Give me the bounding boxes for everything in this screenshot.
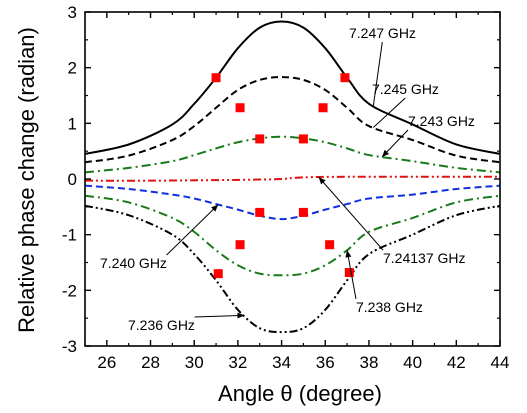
- plot-frame: [84, 11, 501, 347]
- x-tick-label: 38: [359, 353, 378, 372]
- x-tick-label: 42: [447, 353, 466, 372]
- annotation-label: 7.245 GHz: [372, 81, 439, 97]
- series-line-2: [85, 135, 500, 174]
- series-layer: [85, 20, 500, 334]
- tick-layer: 26 28 30 32 34 36 38 40 42 44 -3 -2 -1 0 1 2 3: [62, 3, 510, 372]
- y-axis-title: Relative phase change (radian): [14, 27, 39, 333]
- annotation-leader: [372, 97, 406, 128]
- y-tick-label: 3: [68, 3, 77, 22]
- x-tick-label: 28: [141, 353, 160, 372]
- x-tick-label: 32: [228, 353, 247, 372]
- annotation-arrowhead: [237, 312, 245, 319]
- x-tick-label: 30: [185, 353, 204, 372]
- series-4-marker-1: [298, 207, 308, 217]
- series-0-marker-0: [211, 73, 221, 83]
- series-1-marker-0: [235, 103, 245, 113]
- x-tick-label: 44: [491, 353, 510, 372]
- annotation-label: 7.24137 GHz: [383, 250, 466, 266]
- y-tick-label: -2: [62, 281, 77, 300]
- annotation-leader: [166, 204, 219, 256]
- x-tick-label: 26: [97, 353, 116, 372]
- series-line-0: [85, 20, 500, 155]
- series-line-6: [85, 204, 500, 334]
- y-tick-label: -3: [62, 337, 77, 356]
- series-line-4: [85, 184, 500, 221]
- marker-layer: [211, 73, 354, 279]
- annotation-label: 7.243 GHz: [408, 113, 475, 129]
- series-4-marker-0: [255, 207, 265, 217]
- annotation-arrowhead: [382, 149, 390, 157]
- y-tick-label: -1: [62, 226, 77, 245]
- annotation-leader: [346, 250, 357, 300]
- y-tick-label: 2: [68, 59, 77, 78]
- series-6-marker-0: [213, 269, 223, 279]
- x-axis-title: Angle θ (degree): [218, 381, 382, 406]
- annotation-label: 7.240 GHz: [100, 255, 167, 271]
- series-line-3: [85, 175, 500, 182]
- annotation-arrowhead: [318, 177, 326, 185]
- annotation-arrowhead: [211, 204, 219, 212]
- series-0-marker-1: [340, 73, 350, 83]
- annotation-layer: 7.247 GHz 7.245 GHz 7.243 GHz 7.240 GHz 7.24…: [100, 25, 475, 333]
- series-2-marker-0: [255, 134, 265, 144]
- x-tick-label: 34: [272, 353, 291, 372]
- annotation-leader: [194, 314, 245, 318]
- annotation-label: 7.247 GHz: [349, 25, 416, 41]
- series-line-1: [85, 76, 500, 164]
- series-6-marker-1: [344, 268, 354, 278]
- y-tick-label: 1: [68, 114, 77, 133]
- annotation-label: 7.238 GHz: [356, 299, 423, 315]
- annotation-leader: [372, 41, 383, 106]
- y-tick-label: 0: [68, 170, 77, 189]
- annotation-leader: [318, 176, 384, 251]
- series-5-marker-0: [235, 240, 245, 250]
- annotation-label: 7.236 GHz: [128, 317, 195, 333]
- series-2-marker-1: [298, 134, 308, 144]
- annotation-arrowhead: [345, 250, 352, 258]
- series-5-marker-1: [325, 240, 335, 250]
- series-1-marker-1: [318, 103, 328, 113]
- x-tick-label: 40: [403, 353, 422, 372]
- series-line-5: [85, 194, 500, 277]
- x-tick-label: 36: [316, 353, 335, 372]
